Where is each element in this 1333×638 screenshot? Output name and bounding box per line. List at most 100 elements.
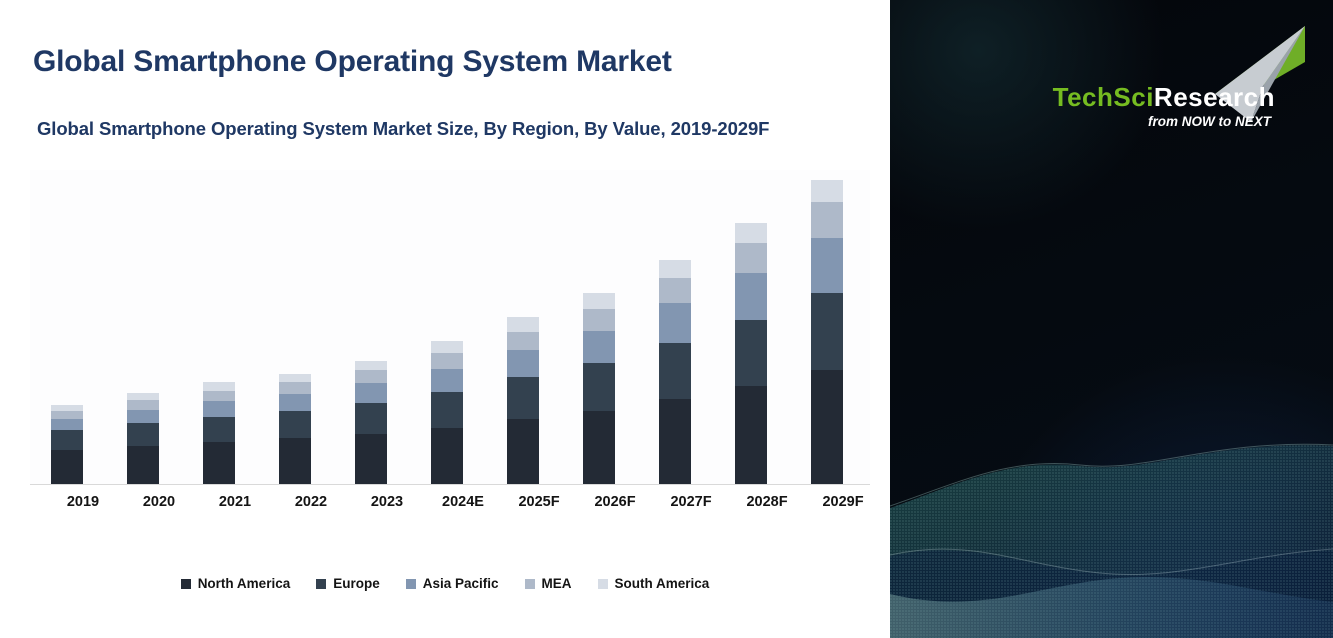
bar-segment-south-america[interactable] bbox=[203, 382, 235, 391]
legend-label: North America bbox=[197, 576, 291, 591]
bar-segment-mea[interactable] bbox=[51, 410, 83, 420]
bar-segment-asia-pacific[interactable] bbox=[507, 349, 539, 378]
x-axis-label-2028F: 2028F bbox=[746, 494, 788, 510]
bar-segment-europe[interactable] bbox=[279, 410, 311, 439]
bar-segment-europe[interactable] bbox=[127, 422, 159, 446]
bar-segment-mea[interactable] bbox=[507, 331, 539, 350]
bar-segment-north-america[interactable] bbox=[279, 438, 311, 484]
x-axis-line bbox=[30, 484, 870, 485]
bar-segment-asia-pacific[interactable] bbox=[735, 273, 767, 320]
x-axis-label-2027F: 2027F bbox=[670, 494, 712, 510]
x-axis-label-2021: 2021 bbox=[218, 494, 252, 510]
bar-segment-europe[interactable] bbox=[659, 342, 691, 399]
page-title: Global Smartphone Operating System Marke… bbox=[33, 45, 672, 78]
bar-segment-north-america[interactable] bbox=[355, 433, 387, 484]
bar-2021[interactable] bbox=[203, 382, 235, 484]
bar-segment-mea[interactable] bbox=[127, 400, 159, 410]
bar-segment-south-america[interactable] bbox=[279, 373, 311, 383]
legend-swatch-icon bbox=[180, 578, 191, 589]
x-axis-label-2023: 2023 bbox=[370, 494, 404, 510]
legend-swatch-icon bbox=[405, 578, 416, 589]
bar-segment-mea[interactable] bbox=[279, 382, 311, 395]
bar-segment-asia-pacific[interactable] bbox=[127, 409, 159, 423]
bar-segment-europe[interactable] bbox=[203, 416, 235, 443]
bar-segment-south-america[interactable] bbox=[811, 179, 843, 203]
bar-segment-mea[interactable] bbox=[203, 390, 235, 402]
bar-segment-mea[interactable] bbox=[735, 243, 767, 274]
bar-2020[interactable] bbox=[127, 392, 159, 484]
x-axis-labels: 2019 2020 2021 2022 2023 2024E 2025F 2026F 2027F… bbox=[30, 494, 870, 518]
bar-segment-north-america[interactable] bbox=[203, 442, 235, 484]
bar-segment-south-america[interactable] bbox=[355, 360, 387, 371]
bar-segment-europe[interactable] bbox=[431, 391, 463, 428]
stacked-bar-series bbox=[30, 170, 870, 484]
bar-2025F[interactable] bbox=[507, 317, 539, 484]
bar-segment-south-america[interactable] bbox=[659, 259, 691, 278]
chart-plot-area bbox=[30, 170, 870, 485]
bar-segment-europe[interactable] bbox=[583, 362, 615, 411]
bar-segment-europe[interactable] bbox=[51, 430, 83, 451]
bar-segment-asia-pacific[interactable] bbox=[355, 383, 387, 403]
bar-segment-south-america[interactable] bbox=[507, 317, 539, 332]
bar-2027F[interactable] bbox=[659, 259, 691, 484]
bar-segment-north-america[interactable] bbox=[811, 370, 843, 484]
bar-segment-mea[interactable] bbox=[583, 309, 615, 331]
bar-segment-north-america[interactable] bbox=[583, 410, 615, 484]
legend-item-south-america[interactable]: South America bbox=[597, 576, 710, 591]
bar-segment-europe[interactable] bbox=[507, 377, 539, 420]
bar-segment-north-america[interactable] bbox=[507, 419, 539, 484]
bar-segment-north-america[interactable] bbox=[659, 398, 691, 484]
bar-segment-europe[interactable] bbox=[811, 293, 843, 371]
bar-segment-north-america[interactable] bbox=[51, 450, 83, 484]
x-axis-label-2019: 2019 bbox=[66, 494, 100, 510]
legend-swatch-icon bbox=[316, 578, 327, 589]
bar-segment-mea[interactable] bbox=[659, 277, 691, 304]
x-axis-label-2020: 2020 bbox=[142, 494, 176, 510]
bar-2022[interactable] bbox=[279, 373, 311, 484]
bar-segment-europe[interactable] bbox=[735, 319, 767, 386]
logo-name-part2: Research bbox=[1153, 82, 1275, 112]
logo-name-part1: TechSci bbox=[1052, 82, 1154, 112]
bar-segment-mea[interactable] bbox=[355, 370, 387, 384]
bar-segment-south-america[interactable] bbox=[127, 392, 159, 401]
legend-label: South America bbox=[614, 576, 710, 591]
bar-2024E[interactable] bbox=[431, 341, 463, 484]
bar-segment-south-america[interactable] bbox=[583, 293, 615, 310]
bar-segment-south-america[interactable] bbox=[431, 341, 463, 354]
bar-2019[interactable] bbox=[51, 404, 83, 484]
wave-mesh-decoration bbox=[890, 443, 1333, 638]
legend-item-mea[interactable]: MEA bbox=[524, 576, 572, 591]
bar-segment-asia-pacific[interactable] bbox=[659, 303, 691, 343]
paper-plane-arrow-icon bbox=[1215, 26, 1305, 122]
bar-segment-europe[interactable] bbox=[355, 402, 387, 434]
bar-2029F[interactable] bbox=[811, 179, 843, 484]
x-axis-label-2024E: 2024E bbox=[442, 494, 484, 510]
bar-segment-asia-pacific[interactable] bbox=[583, 330, 615, 363]
bar-segment-north-america[interactable] bbox=[431, 427, 463, 484]
chart-legend: North America Europe Asia Pacific MEA South … bbox=[0, 576, 890, 591]
legend-label: Europe bbox=[333, 576, 380, 591]
bar-segment-south-america[interactable] bbox=[51, 404, 83, 411]
bar-segment-north-america[interactable] bbox=[127, 445, 159, 484]
legend-label: MEA bbox=[541, 576, 572, 591]
bar-segment-mea[interactable] bbox=[431, 353, 463, 369]
bar-segment-asia-pacific[interactable] bbox=[279, 394, 311, 411]
bar-segment-south-america[interactable] bbox=[735, 222, 767, 244]
bar-segment-mea[interactable] bbox=[811, 202, 843, 239]
chart-subtitle: Global Smartphone Operating System Marke… bbox=[37, 118, 770, 139]
logo-wordmark: TechSciResearch bbox=[890, 84, 1333, 110]
legend-item-asia-pacific[interactable]: Asia Pacific bbox=[405, 576, 499, 591]
bar-segment-asia-pacific[interactable] bbox=[811, 238, 843, 294]
legend-swatch-icon bbox=[524, 578, 535, 589]
legend-item-north-america[interactable]: North America bbox=[180, 576, 291, 591]
bar-segment-asia-pacific[interactable] bbox=[203, 401, 235, 417]
bar-2026F[interactable] bbox=[583, 293, 615, 484]
legend-swatch-icon bbox=[597, 578, 608, 589]
bar-2023[interactable] bbox=[355, 360, 387, 484]
bar-segment-north-america[interactable] bbox=[735, 385, 767, 484]
legend-item-europe[interactable]: Europe bbox=[316, 576, 380, 591]
bar-segment-asia-pacific[interactable] bbox=[431, 368, 463, 392]
chart-panel: Global Smartphone Operating System Marke… bbox=[0, 45, 890, 591]
bar-segment-asia-pacific[interactable] bbox=[51, 419, 83, 431]
bar-2028F[interactable] bbox=[735, 222, 767, 484]
